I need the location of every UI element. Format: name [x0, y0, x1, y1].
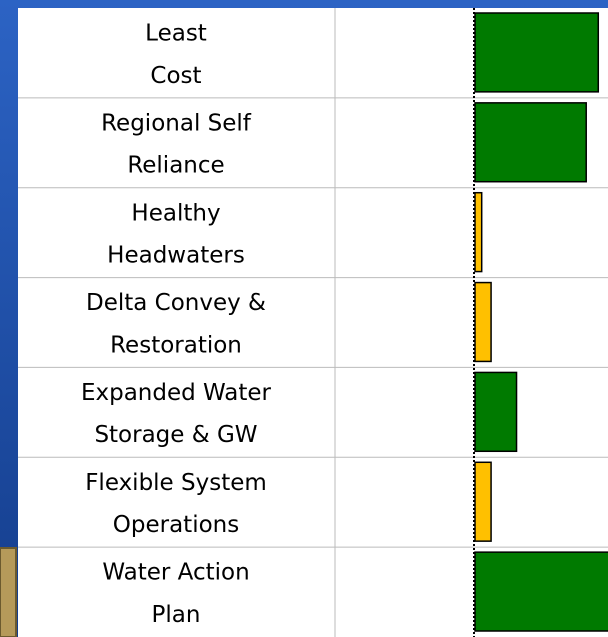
category-label: Cost	[150, 63, 201, 89]
category-label: Expanded Water	[81, 380, 272, 406]
frame-decoration	[0, 547, 17, 637]
bar	[474, 102, 587, 183]
bar	[474, 371, 518, 453]
category-label: Water Action	[102, 560, 249, 586]
category-label: Operations	[113, 512, 239, 538]
category-label: Delta Convey &	[86, 290, 266, 316]
category-label: Healthy	[131, 200, 220, 226]
bar	[474, 281, 492, 363]
bar	[474, 461, 492, 542]
category-label: Regional Self	[101, 110, 252, 136]
category-label: Plan	[152, 602, 201, 628]
category-label: Flexible System	[85, 470, 267, 496]
category-label: Reliance	[127, 153, 224, 179]
bar	[474, 12, 600, 93]
category-label: Restoration	[110, 332, 242, 358]
bar	[474, 551, 608, 632]
category-label: Least	[145, 21, 207, 47]
category-label: Storage & GW	[94, 422, 257, 448]
category-label: Headwaters	[107, 243, 245, 269]
bar	[474, 191, 483, 273]
